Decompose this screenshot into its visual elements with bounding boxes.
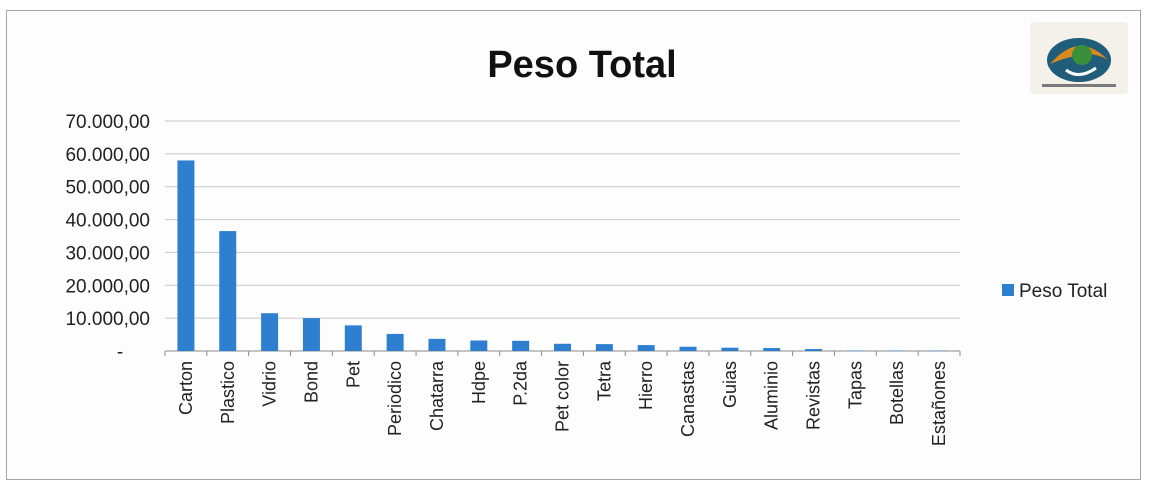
bar-periodico — [386, 333, 404, 351]
x-tick-label: Botellas — [887, 361, 907, 425]
bar-tetra — [595, 344, 613, 351]
x-tick-label: Carton — [176, 361, 196, 415]
x-tick-label: Vidrio — [260, 361, 280, 407]
bar-estañones — [930, 350, 948, 351]
bar-canastas — [679, 346, 697, 351]
x-tick-label: Hdpe — [469, 361, 489, 404]
bar-revistas — [805, 349, 823, 351]
y-tick-label: 40.000,00 — [65, 211, 150, 232]
chart-frame — [6, 10, 1141, 480]
bar-pet — [344, 325, 362, 351]
y-tick-label: 30.000,00 — [65, 243, 150, 264]
x-tick-label: Tapas — [845, 361, 865, 409]
bar-botellas — [888, 350, 906, 351]
x-axis-ticks: Carton Plastico Vidrio Bond Pet Periodico Chat… — [176, 360, 949, 446]
bar-carton — [177, 160, 195, 351]
gridlines — [164, 120, 961, 356]
legend-swatch — [1002, 284, 1014, 296]
x-tick-label: Hierro — [636, 361, 656, 410]
legend-label: Peso Total — [1019, 281, 1107, 302]
x-tick-label: P.2da — [511, 360, 531, 406]
bar-chatarra — [428, 338, 446, 351]
bar-hierro — [637, 345, 655, 351]
y-tick-label: 50.000,00 — [65, 178, 150, 199]
bars — [177, 160, 948, 351]
bar-bond — [302, 318, 320, 351]
x-tick-label: Aluminio — [762, 361, 782, 430]
bar-p-2da — [512, 340, 530, 351]
x-tick-label: Tetra — [594, 360, 614, 401]
y-tick-label: - — [117, 342, 123, 363]
bar-tapas — [846, 350, 864, 351]
bar-aluminio — [763, 348, 781, 351]
x-tick-label: Pet color — [553, 361, 573, 432]
y-tick-label: 10.000,00 — [65, 309, 150, 330]
y-axis-ticks: - 10.000,00 20.000,00 30.000,00 40.000,00 50.… — [65, 112, 150, 363]
x-tick-label: Pet — [343, 361, 363, 388]
bar-hdpe — [470, 340, 488, 351]
x-tick-label: Periodico — [385, 361, 405, 436]
chart-title: Peso Total — [487, 44, 676, 86]
x-tick-label: Estañones — [929, 361, 949, 446]
x-tick-label: Plastico — [218, 361, 238, 424]
x-tick-label: Bond — [301, 361, 321, 403]
logo — [1030, 22, 1128, 94]
x-tick-label: Chatarra — [427, 360, 447, 431]
x-tick-label: Guias — [720, 361, 740, 408]
bar-guias — [721, 347, 739, 351]
x-tick-label: Revistas — [804, 361, 824, 430]
bar-plastico — [219, 231, 237, 351]
y-tick-label: 60.000,00 — [65, 145, 150, 166]
bar-pet-color — [554, 343, 571, 351]
y-tick-label: 20.000,00 — [65, 276, 150, 297]
y-tick-label: 70.000,00 — [65, 112, 150, 133]
bar-vidrio — [261, 313, 279, 351]
x-tick-label: Canastas — [678, 361, 698, 437]
legend: Peso Total — [1002, 281, 1107, 302]
